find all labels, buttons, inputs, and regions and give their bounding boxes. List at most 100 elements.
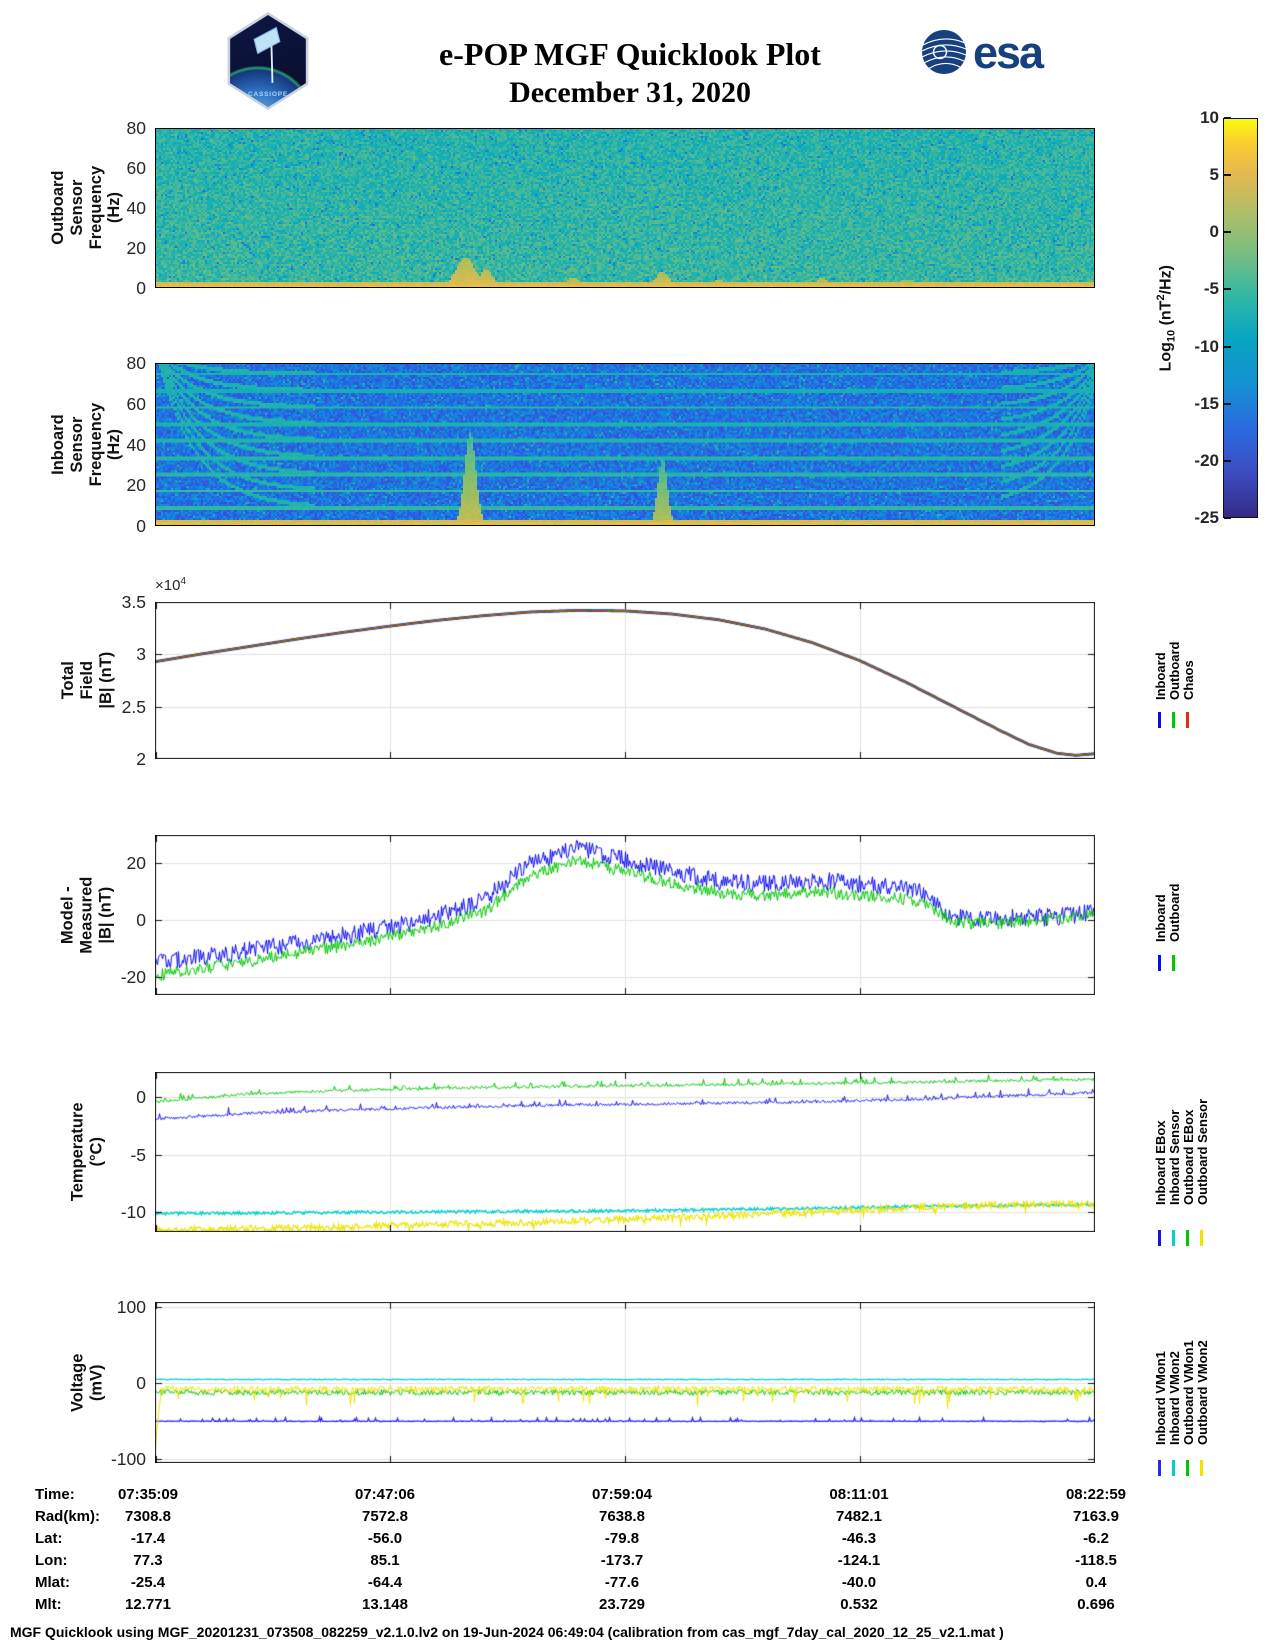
ytick-temperature--10: -10 bbox=[120, 1202, 146, 1223]
table-cell-lon-3: -124.1 bbox=[837, 1552, 881, 1569]
table-cell-lon-2: -173.7 bbox=[600, 1552, 644, 1569]
colorbar-tick-label--20: -20 bbox=[1194, 450, 1219, 470]
table-row-label-mlt: Mlt: bbox=[35, 1596, 62, 1613]
table-cell-mlt-1: 13.148 bbox=[362, 1596, 408, 1613]
table-cell-lon-1: 85.1 bbox=[370, 1552, 400, 1569]
legend-label-outboard-sensor: Outboard Sensor bbox=[1195, 1098, 1210, 1205]
table-cell-lon-4: -118.5 bbox=[1075, 1552, 1117, 1569]
legend-tick-inboard-ebox bbox=[1158, 1230, 1161, 1246]
table-cell-lon-0: 77.3 bbox=[133, 1552, 163, 1569]
colorbar-tick-mark bbox=[1224, 402, 1231, 405]
legend-tick-chaos bbox=[1186, 712, 1189, 728]
colorbar-tick-label--5: -5 bbox=[1203, 279, 1219, 299]
legend-label-inboard: Inboard bbox=[1153, 652, 1168, 700]
legend-tick-outboard-ebox bbox=[1186, 1230, 1189, 1246]
page-subtitle: December 31, 2020 bbox=[509, 76, 751, 109]
ytick-voltage-100: 100 bbox=[116, 1297, 146, 1318]
table-row-label-mlat: Mlat: bbox=[35, 1574, 70, 1591]
table-cell-time-3: 08:11:01 bbox=[829, 1486, 889, 1503]
ytick-inboard-spectrogram-80: 80 bbox=[126, 353, 146, 373]
colorbar-tick-mark bbox=[1224, 517, 1231, 519]
ytick-total-field-3.5: 3.5 bbox=[121, 592, 146, 612]
table-cell-rad-km-0: 7308.8 bbox=[125, 1508, 171, 1525]
table-cell-mlat-0: -25.4 bbox=[130, 1574, 166, 1591]
legend-label-outboard: Outboard bbox=[1167, 883, 1182, 943]
table-cell-mlt-0: 12.771 bbox=[125, 1596, 171, 1613]
voltage-plot bbox=[155, 1302, 1095, 1463]
table-cell-mlt-2: 23.729 bbox=[599, 1596, 645, 1613]
colorbar-tick-mark bbox=[1224, 345, 1231, 348]
ytick-voltage-0: 0 bbox=[136, 1373, 146, 1394]
table-cell-mlat-2: -77.6 bbox=[604, 1574, 640, 1591]
ytick-model-minus-measured--20: -20 bbox=[120, 967, 146, 988]
ytick-inboard-spectrogram-40: 40 bbox=[126, 434, 146, 455]
table-cell-mlat-4: 0.4 bbox=[1085, 1574, 1107, 1591]
ytick-inboard-spectrogram-20: 20 bbox=[126, 475, 146, 496]
temperature-plot bbox=[155, 1072, 1095, 1232]
colorbar-tick-mark bbox=[1224, 174, 1231, 177]
legend-tick-outboard-vmon2 bbox=[1200, 1460, 1203, 1476]
table-cell-lat-0: -17.4 bbox=[130, 1530, 166, 1547]
ytick-total-field-3: 3 bbox=[136, 644, 146, 665]
legend-tick-outboard bbox=[1172, 712, 1175, 728]
colorbar-tick-label-10: 10 bbox=[1200, 108, 1219, 127]
ytick-outboard-spectrogram-60: 60 bbox=[126, 158, 146, 178]
legend-tick-inboard-vmon2 bbox=[1172, 1460, 1175, 1476]
legend-label-inboard-vmon1: Inboard VMon1 bbox=[1153, 1351, 1168, 1445]
table-cell-time-4: 08:22:59 bbox=[1065, 1486, 1127, 1503]
legend-label-outboard: Outboard bbox=[1167, 641, 1182, 701]
legend-tick-inboard bbox=[1158, 955, 1161, 971]
mission-patch-label: CASSIOPE bbox=[248, 91, 288, 98]
legend-label-outboard-vmon2: Outboard VMon2 bbox=[1195, 1340, 1210, 1445]
ylabel-wrap-total-field: Total Field |B| (nT) bbox=[56, 602, 118, 759]
legend-label-chaos: Chaos bbox=[1181, 660, 1196, 700]
legend-tick-inboard bbox=[1158, 712, 1161, 728]
table-cell-mlt-3: 0.532 bbox=[840, 1596, 878, 1613]
colorbar-tick-label-0: 0 bbox=[1209, 222, 1219, 242]
ytick-outboard-spectrogram-20: 20 bbox=[126, 238, 146, 258]
table-row-label-rad-km: Rad(km): bbox=[35, 1508, 101, 1525]
legend-label-outboard-ebox: Outboard EBox bbox=[1181, 1109, 1196, 1205]
colorbar-tick-label-5: 5 bbox=[1209, 165, 1219, 185]
page-title: e-POP MGF Quicklook Plot bbox=[439, 36, 821, 72]
legend-label-inboard-sensor: Inboard Sensor bbox=[1167, 1109, 1182, 1205]
legend-tick-inboard-sensor bbox=[1172, 1230, 1175, 1246]
legend-label-outboard-vmon1: Outboard VMon1 bbox=[1181, 1340, 1196, 1445]
table-row-label-lat: Lat: bbox=[35, 1530, 63, 1547]
colorbar-tick-label--10: -10 bbox=[1194, 336, 1219, 356]
table-cell-lat-4: -6.2 bbox=[1083, 1530, 1109, 1547]
table-cell-mlat-1: -64.4 bbox=[367, 1574, 403, 1591]
esa-wordmark: esa bbox=[973, 26, 1044, 78]
total-field-plot bbox=[155, 602, 1095, 759]
ytick-model-minus-measured-20: 20 bbox=[126, 852, 146, 873]
colorbar-tick-mark bbox=[1224, 117, 1231, 119]
colorbar-tick-mark bbox=[1224, 231, 1231, 234]
legend-tick-outboard bbox=[1172, 955, 1175, 971]
legend-tick-outboard-vmon1 bbox=[1186, 1460, 1189, 1476]
esa-globe-icon bbox=[921, 30, 967, 74]
ytick-model-minus-measured-0: 0 bbox=[136, 909, 146, 930]
ytick-inboard-spectrogram-60: 60 bbox=[126, 393, 146, 414]
ytick-outboard-spectrogram-80: 80 bbox=[126, 118, 146, 138]
y-axis-multiplier: ×104 bbox=[155, 576, 187, 594]
table-cell-rad-km-3: 7482.1 bbox=[836, 1508, 882, 1525]
model-minus-measured-plot bbox=[155, 835, 1095, 995]
ytick-total-field-2.5: 2.5 bbox=[121, 696, 146, 717]
colorbar-tick-mark bbox=[1224, 459, 1231, 462]
legend-tick-outboard-sensor bbox=[1200, 1230, 1203, 1246]
ytick-voltage--100: -100 bbox=[110, 1449, 146, 1470]
table-cell-lat-1: -56.0 bbox=[367, 1530, 403, 1547]
inboard-spectrogram-plot bbox=[155, 363, 1095, 526]
ytick-inboard-spectrogram-0: 0 bbox=[136, 516, 146, 536]
table-cell-rad-km-4: 7163.9 bbox=[1073, 1508, 1119, 1525]
legend-label-inboard-ebox: Inboard EBox bbox=[1153, 1120, 1168, 1205]
table-cell-rad-km-1: 7572.8 bbox=[362, 1508, 408, 1525]
ytick-total-field-2: 2 bbox=[136, 749, 146, 769]
colorbar-tick-mark bbox=[1224, 288, 1231, 291]
table-cell-mlat-3: -40.0 bbox=[841, 1574, 877, 1591]
ytick-temperature-0: 0 bbox=[136, 1087, 146, 1108]
table-cell-time-2: 07:59:04 bbox=[591, 1486, 653, 1503]
legend-label-inboard: Inboard bbox=[1153, 894, 1168, 942]
table-cell-time-0: 07:35:09 bbox=[117, 1486, 179, 1503]
colorbar-tick-label--25: -25 bbox=[1194, 508, 1219, 527]
